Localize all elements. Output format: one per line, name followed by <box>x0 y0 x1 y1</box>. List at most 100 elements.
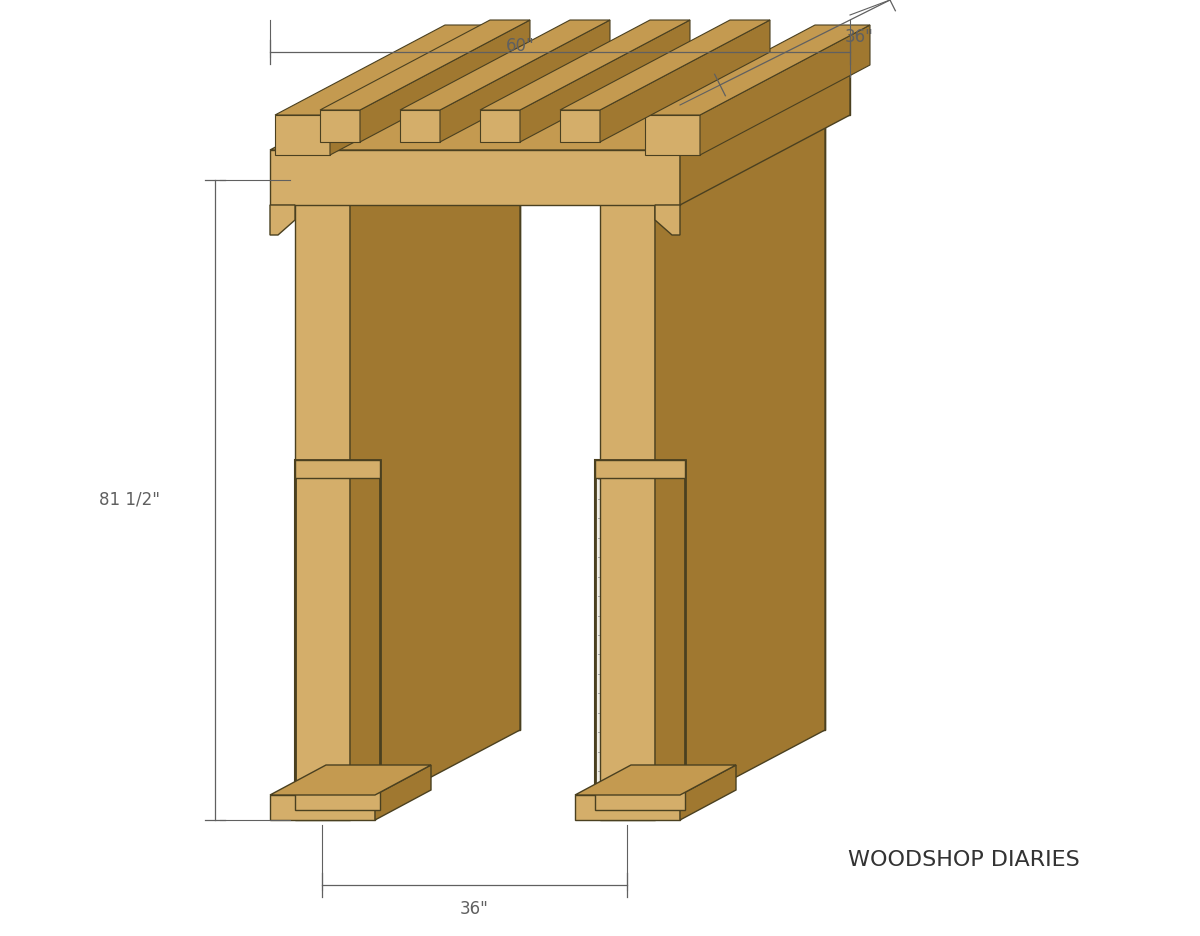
Polygon shape <box>600 160 655 820</box>
Polygon shape <box>600 380 655 435</box>
Polygon shape <box>577 150 680 205</box>
Polygon shape <box>770 235 826 290</box>
Polygon shape <box>600 765 655 820</box>
Polygon shape <box>600 70 826 160</box>
Polygon shape <box>480 110 520 142</box>
Polygon shape <box>295 325 350 380</box>
Polygon shape <box>295 380 350 435</box>
Polygon shape <box>770 180 826 235</box>
Polygon shape <box>646 115 700 155</box>
Polygon shape <box>600 20 770 142</box>
Text: 36": 36" <box>845 28 874 47</box>
Polygon shape <box>770 70 826 125</box>
Polygon shape <box>700 25 870 155</box>
Polygon shape <box>295 600 350 655</box>
Polygon shape <box>275 115 330 155</box>
Polygon shape <box>770 70 826 730</box>
Polygon shape <box>600 270 655 325</box>
Text: 81 1/2": 81 1/2" <box>98 491 160 509</box>
Polygon shape <box>480 20 690 110</box>
Polygon shape <box>600 160 655 215</box>
Polygon shape <box>646 25 870 115</box>
Polygon shape <box>295 490 350 545</box>
Polygon shape <box>680 60 850 205</box>
Polygon shape <box>466 290 520 345</box>
Polygon shape <box>575 765 736 795</box>
Polygon shape <box>595 792 685 810</box>
Polygon shape <box>320 110 360 142</box>
Polygon shape <box>466 70 520 730</box>
Polygon shape <box>466 565 520 620</box>
Polygon shape <box>595 460 685 810</box>
Polygon shape <box>600 710 655 765</box>
Polygon shape <box>600 545 655 600</box>
Polygon shape <box>466 235 520 290</box>
Polygon shape <box>520 20 690 142</box>
Polygon shape <box>270 150 372 205</box>
Polygon shape <box>770 510 826 565</box>
Polygon shape <box>600 435 655 490</box>
Polygon shape <box>466 620 520 675</box>
Polygon shape <box>295 545 350 600</box>
Polygon shape <box>560 20 770 110</box>
Polygon shape <box>770 290 826 345</box>
Polygon shape <box>770 675 826 730</box>
Polygon shape <box>295 460 380 810</box>
Polygon shape <box>770 455 826 510</box>
Polygon shape <box>320 20 530 110</box>
Polygon shape <box>770 565 826 620</box>
Polygon shape <box>275 25 500 115</box>
Polygon shape <box>560 110 600 142</box>
Polygon shape <box>475 150 577 205</box>
Polygon shape <box>466 675 520 730</box>
Polygon shape <box>295 710 350 765</box>
Polygon shape <box>466 125 520 180</box>
Polygon shape <box>770 125 826 180</box>
Polygon shape <box>270 150 680 205</box>
Polygon shape <box>466 510 520 565</box>
Polygon shape <box>295 435 350 490</box>
Polygon shape <box>600 655 655 710</box>
Polygon shape <box>295 160 350 820</box>
Polygon shape <box>466 180 520 235</box>
Polygon shape <box>655 205 680 235</box>
Polygon shape <box>400 20 610 110</box>
Text: 60": 60" <box>505 37 534 55</box>
Polygon shape <box>295 160 350 215</box>
Polygon shape <box>440 60 850 115</box>
Polygon shape <box>295 792 380 810</box>
Polygon shape <box>270 205 295 235</box>
Polygon shape <box>680 765 736 820</box>
Polygon shape <box>350 70 520 820</box>
Text: WOODSHOP DIARIES: WOODSHOP DIARIES <box>848 850 1080 870</box>
Polygon shape <box>600 215 655 270</box>
Polygon shape <box>600 490 655 545</box>
Polygon shape <box>440 20 610 142</box>
Polygon shape <box>360 20 530 142</box>
Polygon shape <box>295 765 350 820</box>
Polygon shape <box>466 455 520 510</box>
Polygon shape <box>655 70 826 820</box>
Polygon shape <box>770 345 826 400</box>
Polygon shape <box>600 325 655 380</box>
Polygon shape <box>374 765 431 820</box>
Polygon shape <box>270 795 374 820</box>
Text: 36": 36" <box>460 900 488 918</box>
Polygon shape <box>466 70 520 125</box>
Polygon shape <box>295 215 350 270</box>
Polygon shape <box>295 270 350 325</box>
Polygon shape <box>270 765 431 795</box>
Polygon shape <box>466 345 520 400</box>
Polygon shape <box>372 150 475 205</box>
Polygon shape <box>575 795 680 820</box>
Polygon shape <box>295 655 350 710</box>
Polygon shape <box>595 460 685 478</box>
Polygon shape <box>400 110 440 142</box>
Polygon shape <box>295 460 380 478</box>
Polygon shape <box>600 600 655 655</box>
Polygon shape <box>770 620 826 675</box>
Polygon shape <box>330 25 500 155</box>
Polygon shape <box>295 70 520 160</box>
Polygon shape <box>270 60 850 150</box>
Polygon shape <box>466 400 520 455</box>
